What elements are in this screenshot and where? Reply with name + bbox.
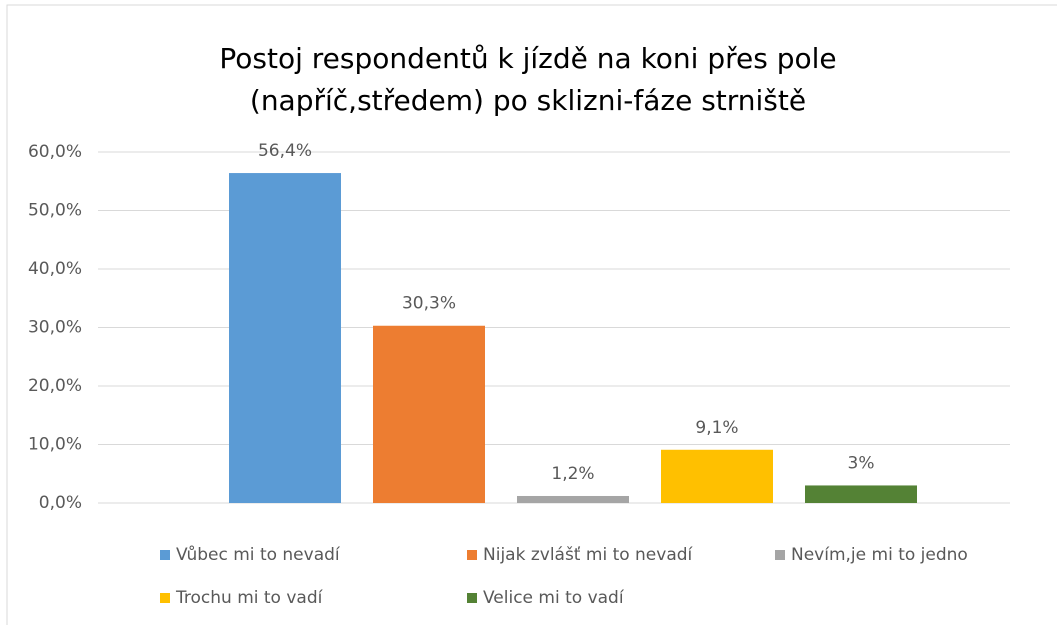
data-label: 56,4% (258, 141, 312, 161)
legend-swatch (467, 550, 477, 560)
bar (661, 449, 773, 503)
data-label: 9,1% (695, 418, 738, 438)
y-tick-label: 60,0% (28, 142, 82, 162)
bar (805, 485, 917, 503)
legend-label: Vůbec mi to nevadí (176, 545, 341, 565)
chart-border (6, 4, 1057, 625)
bar (373, 325, 485, 503)
y-tick-label: 0,0% (39, 493, 82, 513)
data-label: 30,3% (402, 294, 456, 314)
legend-swatch (160, 593, 170, 603)
data-label: 3% (848, 453, 875, 473)
bar (229, 173, 341, 503)
legend-label: Velice mi to vadí (483, 588, 625, 608)
y-tick-label: 10,0% (28, 435, 82, 455)
chart-title: Postoj respondentů k jízdě na koni přes … (219, 42, 837, 117)
y-tick-label: 40,0% (28, 259, 82, 279)
data-label: 1,2% (551, 464, 594, 484)
legend-swatch (775, 550, 785, 560)
legend-swatch (467, 593, 477, 603)
bar (517, 495, 629, 503)
y-tick-label: 50,0% (28, 201, 82, 221)
legend-label: Nevím,je mi to jedno (791, 545, 968, 565)
legend-swatch (160, 550, 170, 560)
legend-label: Trochu mi to vadí (175, 588, 324, 608)
legend-label: Nijak zvlášť mi to nevadí (483, 545, 694, 565)
y-tick-label: 20,0% (28, 376, 82, 396)
y-tick-label: 30,0% (28, 318, 82, 338)
